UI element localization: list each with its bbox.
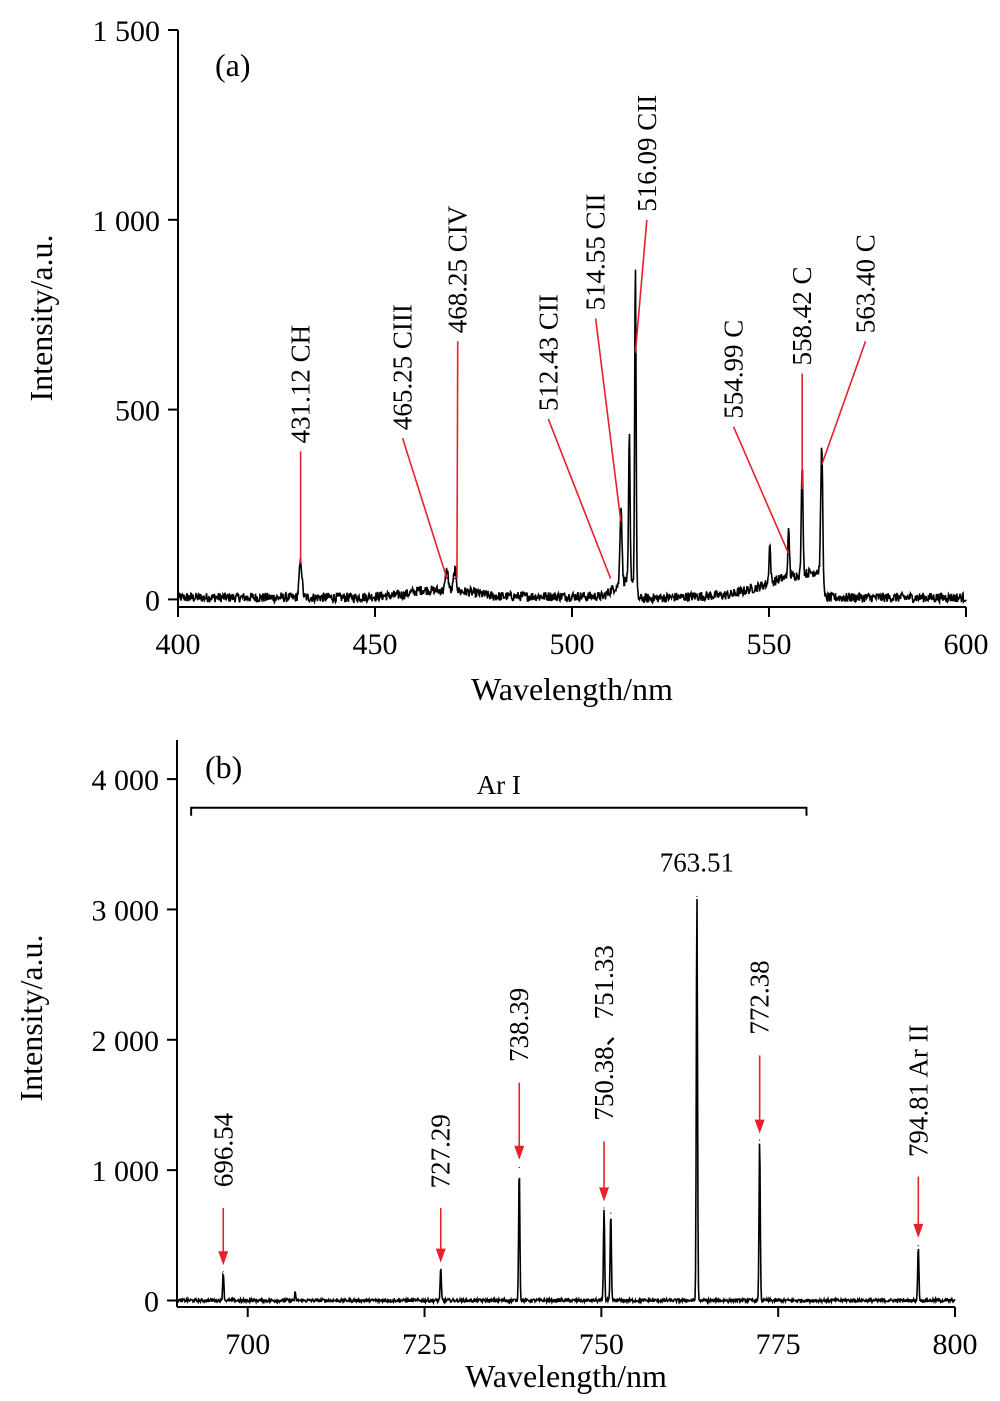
- peak-point: [696, 895, 698, 898]
- y-tick-label: 4 000: [92, 764, 160, 797]
- peak-point: [603, 1207, 605, 1209]
- peak-point: [634, 272, 636, 274]
- annotation-label: 512.43 CII: [533, 294, 563, 411]
- x-tick-label: 750: [579, 1328, 624, 1361]
- x-tick-label: 725: [402, 1328, 447, 1361]
- annotation-leader-line: [401, 437, 448, 579]
- annotation-leader-line: [732, 426, 790, 555]
- arrow-head-icon: [754, 1119, 765, 1134]
- y-tick-label: 1 500: [93, 15, 161, 48]
- x-axis-label: Wavelength/nm: [471, 671, 673, 707]
- peak-point: [222, 1271, 224, 1273]
- peak-point: [610, 1212, 612, 1214]
- annotation-label: 563.40 C: [851, 234, 881, 333]
- peak-label: 727.29: [426, 1114, 456, 1188]
- arrow-head-icon: [913, 1223, 924, 1238]
- annotation-label: 514.55 CII: [581, 194, 611, 311]
- annotation-leader-line: [594, 318, 622, 522]
- peak-point: [628, 454, 630, 456]
- peak-label: 750.38、751.33: [589, 945, 619, 1121]
- y-tick-label: 500: [115, 395, 160, 428]
- annotation-leader-line: [821, 341, 867, 465]
- annotation-label: 465.25 CIII: [388, 304, 418, 430]
- spectrum-line: [177, 269, 967, 606]
- spectrum-line: [176, 898, 956, 1306]
- annotation-label: 558.42 C: [787, 267, 817, 366]
- annotation-leader-line: [547, 418, 612, 579]
- annotation-leader-line: [456, 341, 459, 579]
- y-tick-label: 3 000: [92, 894, 160, 927]
- bracket-label: Ar I: [477, 770, 521, 800]
- annotation-label: 431.12 CH: [286, 325, 316, 444]
- x-tick-label: 550: [747, 628, 792, 661]
- x-tick-label: 600: [944, 628, 989, 661]
- ar-i-bracket: [190, 806, 808, 816]
- annotation-leader-line: [634, 219, 648, 353]
- panel-label: (a): [215, 47, 251, 83]
- arrow-head-icon: [435, 1248, 446, 1263]
- annotation-label: 468.25 CIV: [443, 205, 473, 333]
- peak-label: 763.51: [660, 847, 734, 877]
- peak-point: [454, 577, 456, 580]
- x-axis-label: Wavelength/nm: [465, 1358, 667, 1394]
- y-axis-label: Intensity/a.u.: [23, 234, 59, 401]
- panel-label: (b): [205, 749, 242, 785]
- y-tick-label: 1 000: [93, 205, 161, 238]
- x-tick-label: 800: [933, 1328, 978, 1361]
- annotation-label: 516.09 CII: [632, 95, 662, 212]
- peak-point: [440, 1268, 442, 1270]
- x-tick-label: 400: [156, 628, 201, 661]
- x-tick-label: 700: [225, 1328, 270, 1361]
- y-axis-label: Intensity/a.u.: [13, 934, 49, 1101]
- peak-point: [759, 1139, 761, 1141]
- peak-point: [294, 1292, 296, 1294]
- arrow-head-icon: [599, 1187, 610, 1202]
- peak-label: 696.54: [208, 1112, 238, 1187]
- y-tick-label: 1 000: [92, 1155, 160, 1188]
- peak-label: 738.39: [504, 988, 534, 1062]
- y-tick-label: 0: [144, 1285, 159, 1318]
- peak-label: 794.81 Ar II: [903, 1024, 933, 1157]
- arrow-head-icon: [514, 1145, 525, 1160]
- peak-point: [769, 560, 771, 563]
- arrow-head-icon: [218, 1251, 229, 1266]
- peak-point: [917, 1245, 919, 1247]
- y-tick-label: 2 000: [92, 1025, 160, 1058]
- panel-b: 0 1 000 2 000 3 000 4 000 700 725 750 775 800 Wave…: [13, 740, 978, 1394]
- x-tick-label: 775: [756, 1328, 801, 1361]
- panel-a: 0 500 1 000 1 500 400 450 500 550 600 Wavelength/…: [23, 15, 989, 707]
- x-tick-label: 500: [550, 628, 595, 661]
- y-tick-label: 0: [145, 584, 160, 617]
- peak-point: [518, 1166, 520, 1169]
- annotation-label: 554.99 C: [719, 320, 749, 419]
- x-tick-label: 450: [353, 628, 398, 661]
- peak-label: 772.38: [745, 960, 775, 1034]
